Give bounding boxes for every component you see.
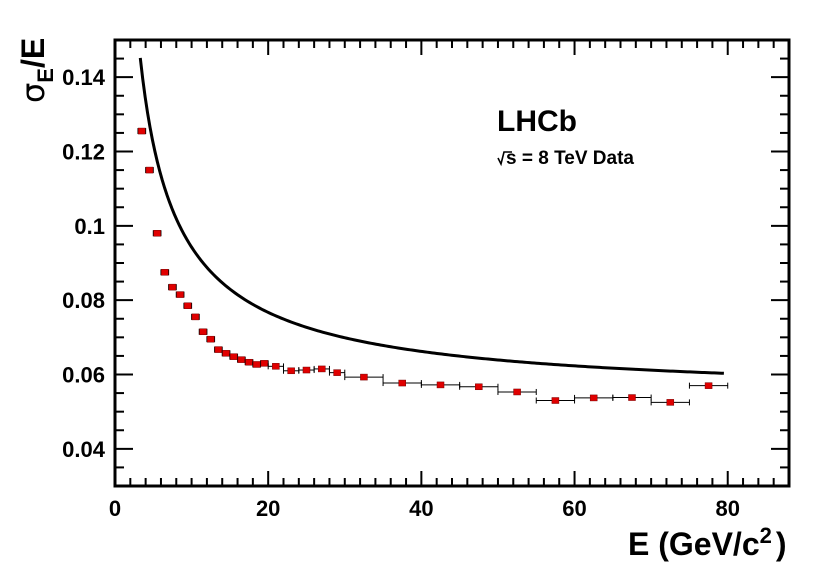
data-marker [260, 360, 269, 367]
data-marker [161, 269, 169, 276]
data-point [574, 394, 614, 402]
data-point [688, 382, 729, 389]
x-tick-label: 0 [109, 496, 121, 521]
data-point [650, 399, 690, 406]
data-point [420, 381, 461, 389]
x-tick-label: 60 [562, 496, 586, 521]
energy-label: s = 8 TeV Data [506, 148, 634, 169]
data-point [459, 383, 499, 391]
data-marker [551, 397, 560, 404]
data-point [283, 367, 300, 375]
data-point [214, 346, 223, 353]
data-marker [436, 381, 445, 389]
data-point [298, 366, 315, 374]
experiment-label: LHCb [497, 105, 577, 138]
data-point [252, 361, 262, 368]
data-marker [318, 365, 326, 373]
data-point [497, 388, 537, 396]
data-point [191, 313, 200, 321]
y-tick-label: 0.06 [62, 363, 105, 388]
data-marker [222, 350, 230, 357]
data-marker [206, 335, 215, 343]
data-point [237, 356, 246, 363]
y-tick-labels: 0.04 0.06 0.08 0.1 0.12 0.14 [62, 65, 106, 462]
data-marker [176, 291, 184, 298]
data-point [137, 127, 147, 135]
data-point [267, 363, 284, 370]
y-tick-label: 0.1 [74, 214, 105, 239]
data-point [221, 350, 231, 357]
y-tick-label: 0.12 [62, 140, 105, 165]
energy-annotation: s = 8 TeV Data [497, 148, 634, 169]
data-point [160, 269, 170, 276]
data-marker [287, 367, 295, 375]
data-marker [252, 361, 261, 368]
axis-ticks [114, 39, 790, 487]
x-tick-label: 20 [256, 496, 280, 521]
data-marker [475, 383, 483, 391]
data-point [229, 353, 239, 360]
data-point [198, 328, 208, 336]
plot-frame [113, 38, 791, 488]
data-marker [398, 379, 406, 387]
data-points [137, 127, 729, 406]
data-marker [229, 353, 238, 360]
data-marker [245, 358, 253, 366]
data-marker [333, 369, 341, 376]
fit-curve [138, 57, 724, 375]
x-tick-labels: 0 20 40 60 80 [109, 496, 740, 521]
data-marker [145, 166, 154, 174]
data-marker [272, 363, 280, 370]
data-marker [191, 313, 200, 321]
data-point [260, 360, 269, 367]
y-tick-label: 0.08 [62, 288, 105, 313]
data-point [344, 373, 384, 381]
data-marker [704, 382, 713, 389]
data-point [328, 369, 346, 376]
data-marker [184, 302, 192, 309]
data-marker [168, 283, 177, 291]
data-marker [237, 356, 246, 363]
x-tick-label: 80 [715, 496, 739, 521]
data-point [535, 397, 576, 404]
data-marker [199, 328, 207, 336]
data-point [382, 379, 422, 387]
data-marker [589, 394, 598, 402]
data-point [175, 291, 185, 298]
data-marker [214, 346, 223, 353]
data-marker [153, 230, 161, 237]
data-point [183, 302, 193, 309]
data-marker [628, 394, 636, 401]
data-marker [513, 388, 521, 396]
y-tick-label: 0.14 [62, 65, 106, 90]
data-marker [360, 373, 368, 381]
y-tick-label: 0.04 [62, 437, 106, 462]
data-point [612, 394, 652, 401]
data-point [313, 365, 330, 373]
x-tick-label: 40 [409, 496, 433, 521]
x-axis-title: E (GeV/c2) [628, 523, 787, 562]
data-marker [666, 399, 675, 406]
y-axis-title: σE/E [14, 38, 58, 103]
sqrt-symbol [497, 151, 512, 167]
data-marker [138, 127, 146, 135]
data-point [145, 166, 154, 174]
data-marker [302, 366, 311, 374]
data-point [152, 230, 162, 237]
data-point [206, 335, 216, 343]
data-point [168, 283, 177, 291]
data-point [244, 358, 254, 366]
